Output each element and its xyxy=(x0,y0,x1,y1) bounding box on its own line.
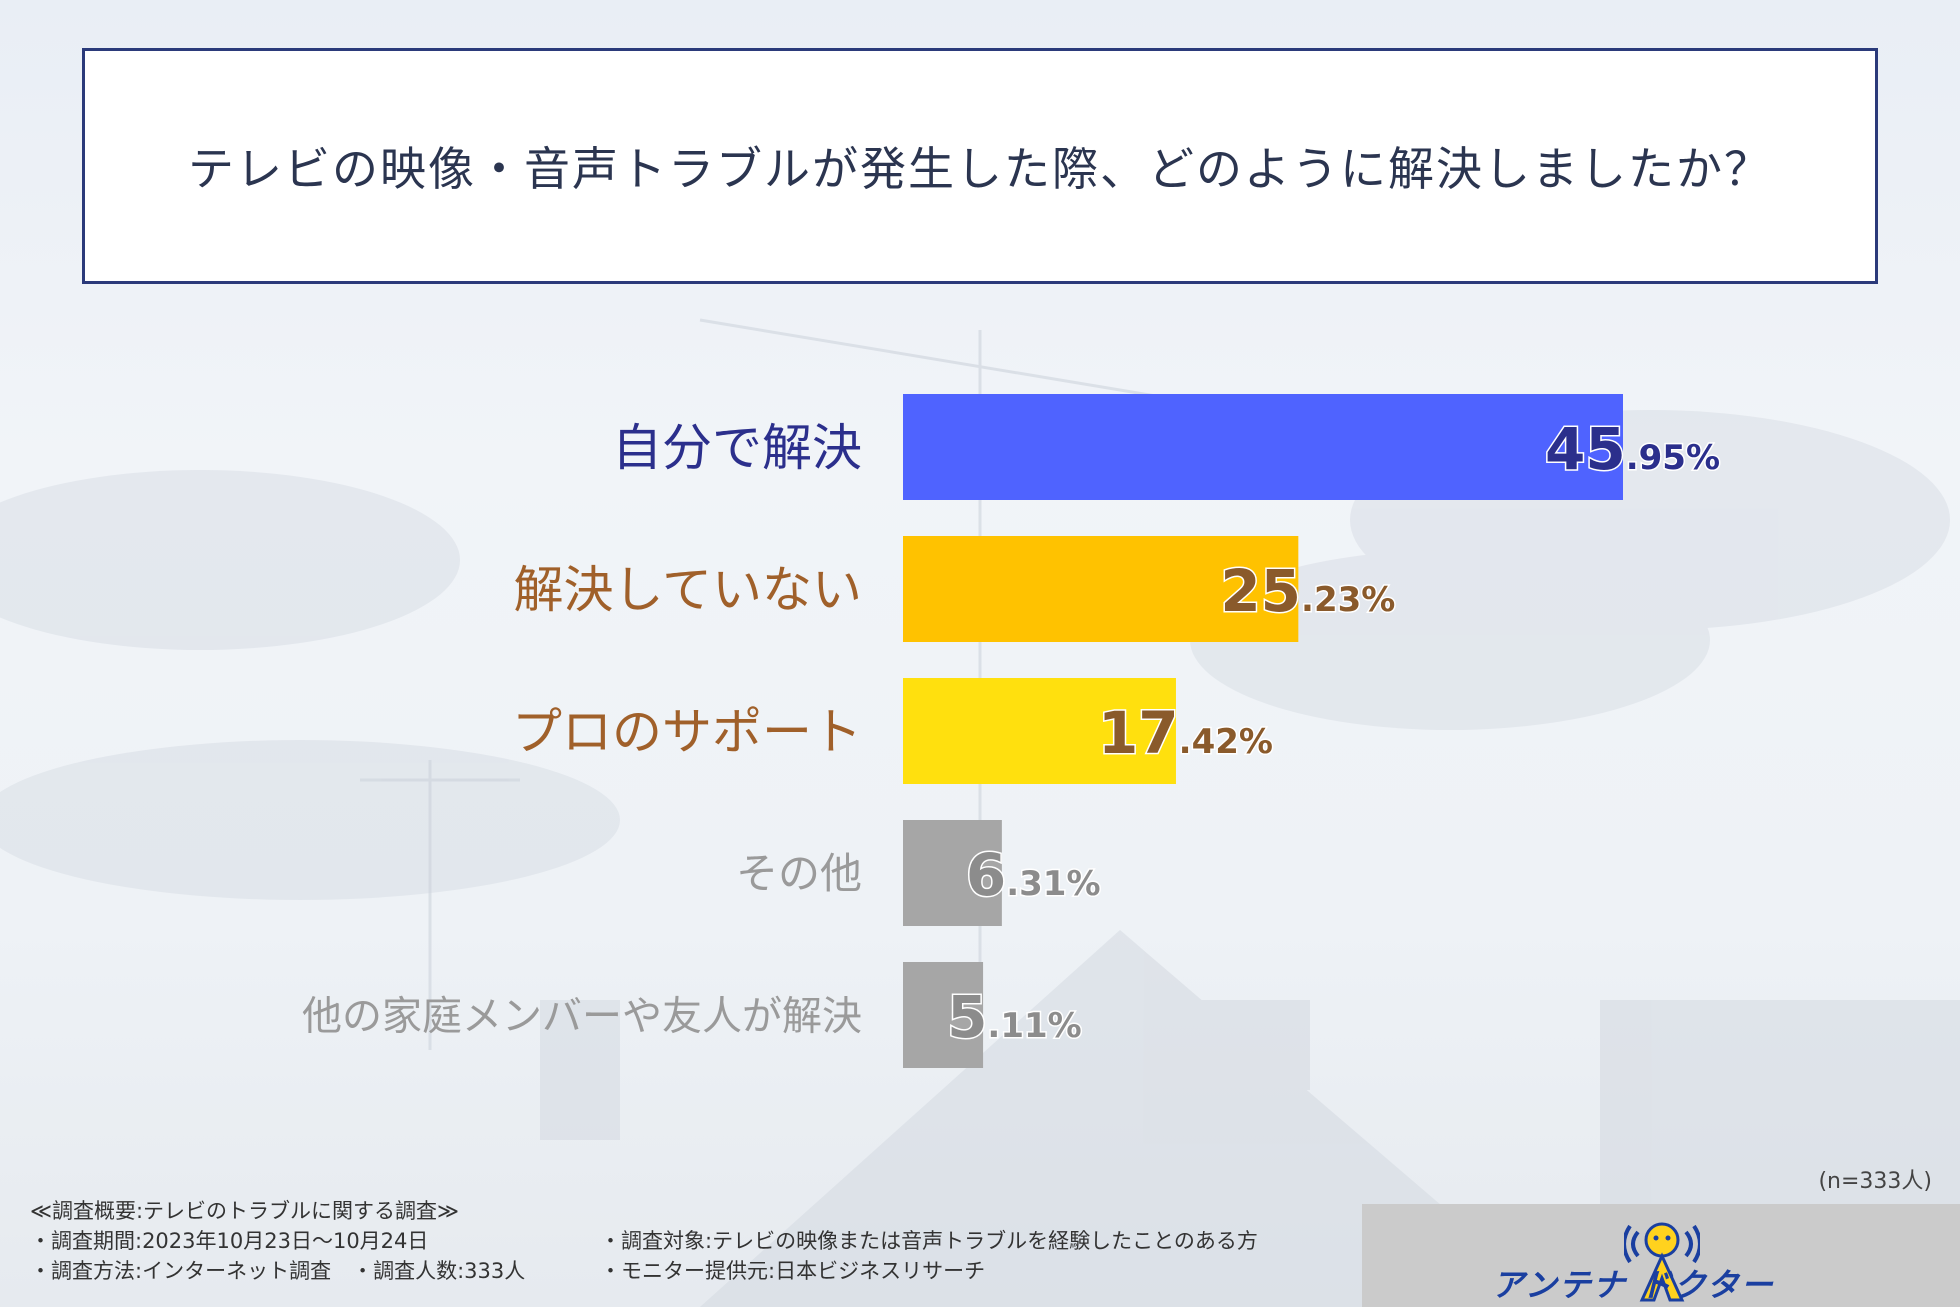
value-label: 17.42% xyxy=(1098,699,1273,767)
value-label: 45.95% xyxy=(1545,415,1720,483)
bar-0 xyxy=(903,394,1623,500)
sample-size: (n=333人) xyxy=(1818,1169,1932,1194)
question-title: テレビの映像・音声トラブルが発生した際、どのように解決しましたか？ xyxy=(188,142,1772,196)
logo: アンテナ ドクター xyxy=(1362,1204,1960,1307)
category-label: プロのサポート xyxy=(512,703,862,761)
bar-2 xyxy=(903,678,1176,784)
footnote-method: ・調査方法:インターネット調査 ・調査人数:333人 xyxy=(30,1259,526,1283)
value-label: 6.31% xyxy=(966,841,1101,909)
value-label: 5.11% xyxy=(947,983,1082,1051)
logo-text: アンテナ ドクター xyxy=(1492,1266,1775,1304)
bar-4 xyxy=(903,962,984,1068)
value-label: 25.23% xyxy=(1220,557,1395,625)
bar-3 xyxy=(903,820,1002,926)
footnote-period: ・調査期間:2023年10月23日〜10月24日 xyxy=(30,1229,429,1253)
footnote-heading: ≪調査概要:テレビのトラブルに関する調査≫ xyxy=(30,1199,460,1223)
question-box: テレビの映像・音声トラブルが発生した際、どのように解決しましたか？ xyxy=(82,48,1878,284)
footnote-target: ・調査対象:テレビの映像または音声トラブルを経験したことのある方 xyxy=(600,1229,1258,1253)
footnote-provider: ・モニター提供元:日本ビジネスリサーチ xyxy=(600,1259,986,1283)
antenna-mascot-icon xyxy=(1624,1222,1700,1302)
category-label: その他 xyxy=(736,849,862,898)
category-label: 自分で解決 xyxy=(612,419,862,477)
bar-1 xyxy=(903,536,1299,642)
category-label: 他の家庭メンバーや友人が解決 xyxy=(302,993,862,1039)
category-label: 解決していない xyxy=(514,561,863,619)
